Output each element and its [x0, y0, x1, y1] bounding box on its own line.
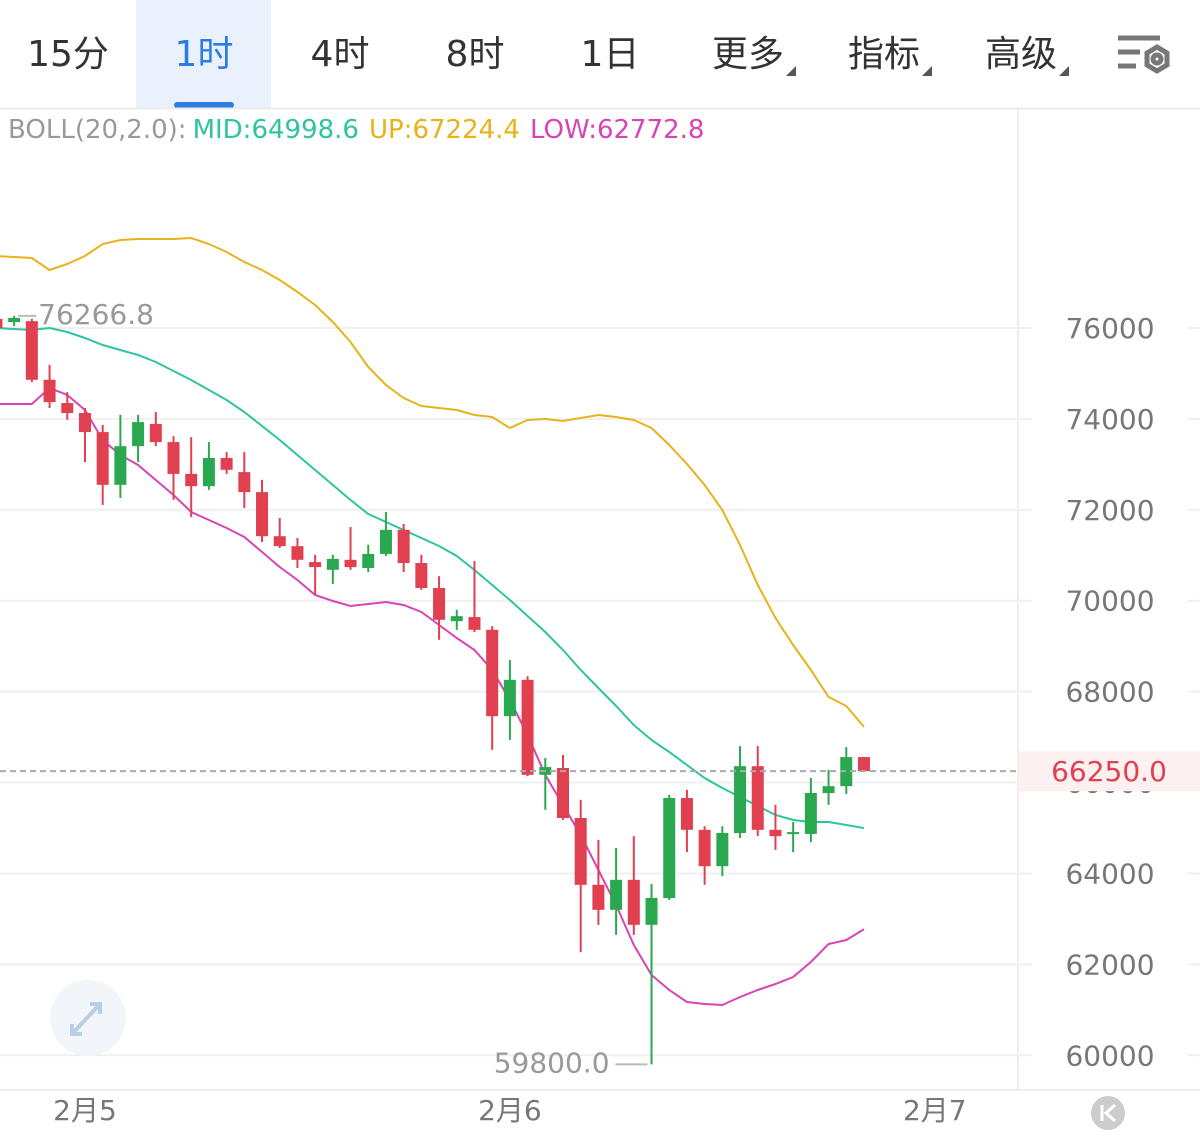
candle-body: [521, 679, 534, 775]
tab[interactable]: 更多: [712, 34, 784, 75]
candle-body: [680, 798, 693, 830]
candle-body: [627, 879, 640, 925]
last-price-box: [1019, 751, 1200, 792]
candle-body: [309, 562, 322, 568]
y-tick-label: 62000: [1065, 948, 1154, 981]
tab[interactable]: 1日: [581, 34, 640, 75]
candle-body: [769, 829, 782, 837]
candle-body: [132, 422, 145, 447]
x-tick-label: 2月6: [478, 1094, 542, 1127]
candle-body: [96, 432, 109, 485]
candle-body: [415, 563, 428, 588]
candle-body: [362, 553, 375, 568]
candle-body: [503, 679, 516, 717]
x-tick-label: 2月5: [53, 1094, 117, 1127]
candle-body: [78, 413, 91, 433]
y-tick-label: 68000: [1065, 676, 1154, 709]
candle-body: [610, 879, 623, 910]
candle-body: [698, 829, 711, 867]
candle-body: [450, 616, 463, 622]
tab[interactable]: 8时: [446, 34, 505, 75]
legend-value: 62772.8: [597, 115, 705, 145]
candle-body: [486, 629, 499, 717]
candle-body: [0, 318, 3, 328]
band-line: [0, 236, 865, 728]
candle-body: [220, 458, 233, 470]
candle-body: [787, 832, 800, 835]
scroll-end-button[interactable]: [1091, 1096, 1125, 1130]
y-tick-label: 72000: [1065, 494, 1154, 527]
settings-icon[interactable]: [1118, 35, 1170, 74]
candle-body: [8, 318, 21, 323]
candle-body: [592, 884, 605, 910]
candle-body: [804, 793, 817, 834]
tab-highlight: [136, 0, 271, 108]
indicator-label: BOLL(20,2.0):: [8, 115, 187, 145]
x-tick-label: 2月7: [903, 1094, 967, 1127]
candle-body: [556, 768, 569, 818]
candle-body: [256, 492, 269, 537]
candle-body: [61, 403, 74, 413]
candle-body: [716, 833, 729, 867]
candle-body: [185, 473, 198, 487]
tab-underline: [174, 102, 234, 108]
y-tick-label: 74000: [1065, 403, 1154, 436]
dropdown-arrow: [786, 66, 796, 76]
candle-body: [114, 446, 127, 485]
tab[interactable]: 4时: [311, 34, 370, 75]
legend-name: MID:: [193, 115, 252, 145]
candle-body: [344, 559, 357, 568]
legend: BOLL(20,2.0): MID:64998.6 UP:67224.4 LOW:62…: [8, 115, 704, 145]
candle-body: [433, 588, 446, 620]
band-line: [0, 326, 865, 830]
candle-body: [663, 798, 676, 898]
dropdown-arrow: [1059, 66, 1069, 76]
tab[interactable]: 15分: [27, 34, 109, 75]
y-tick-label: 60000: [1065, 1039, 1154, 1072]
candle-body: [645, 898, 658, 925]
grid: [0, 327, 1200, 1057]
candle-body: [149, 423, 162, 443]
tab[interactable]: 指标: [848, 34, 920, 75]
candle-body: [167, 442, 180, 474]
candle-body: [574, 818, 587, 885]
candle-body: [379, 529, 392, 554]
tab-bar: 15分 1时 4时 8时 1日 更多 指标 高级: [27, 0, 1069, 108]
legend-name: UP:: [369, 115, 412, 145]
plot: [0, 236, 870, 1066]
candle-body: [468, 617, 481, 630]
legend-value: 64998.6: [251, 115, 359, 145]
tab[interactable]: 高级: [985, 34, 1057, 75]
max-label: 76266.8: [38, 298, 154, 331]
candle-body: [25, 321, 38, 380]
candle-body: [840, 757, 853, 787]
candle-body: [734, 766, 747, 833]
expand-button[interactable]: [50, 980, 126, 1056]
y-tick-label: 64000: [1065, 857, 1154, 890]
candle-body: [822, 786, 835, 793]
candle-body: [43, 379, 56, 403]
y-tick-label: 76000: [1065, 312, 1154, 345]
last-price-label: 66250.0: [1051, 755, 1167, 788]
candle-body: [397, 529, 410, 563]
y-tick-label: 70000: [1065, 585, 1154, 618]
legend-name: LOW:: [530, 115, 597, 145]
candle-body: [751, 766, 764, 830]
candle-body: [291, 546, 304, 560]
candle-body: [857, 757, 870, 772]
candle-body: [238, 472, 251, 493]
candle-body: [273, 536, 286, 547]
legend-value: 67224.4: [412, 115, 520, 145]
band-line: [0, 386, 865, 1007]
min-label: 59800.0: [494, 1046, 610, 1079]
tab[interactable]: 1时: [175, 34, 234, 75]
candle-body: [326, 558, 339, 570]
candle-body: [202, 458, 215, 487]
dropdown-arrow: [922, 66, 932, 76]
